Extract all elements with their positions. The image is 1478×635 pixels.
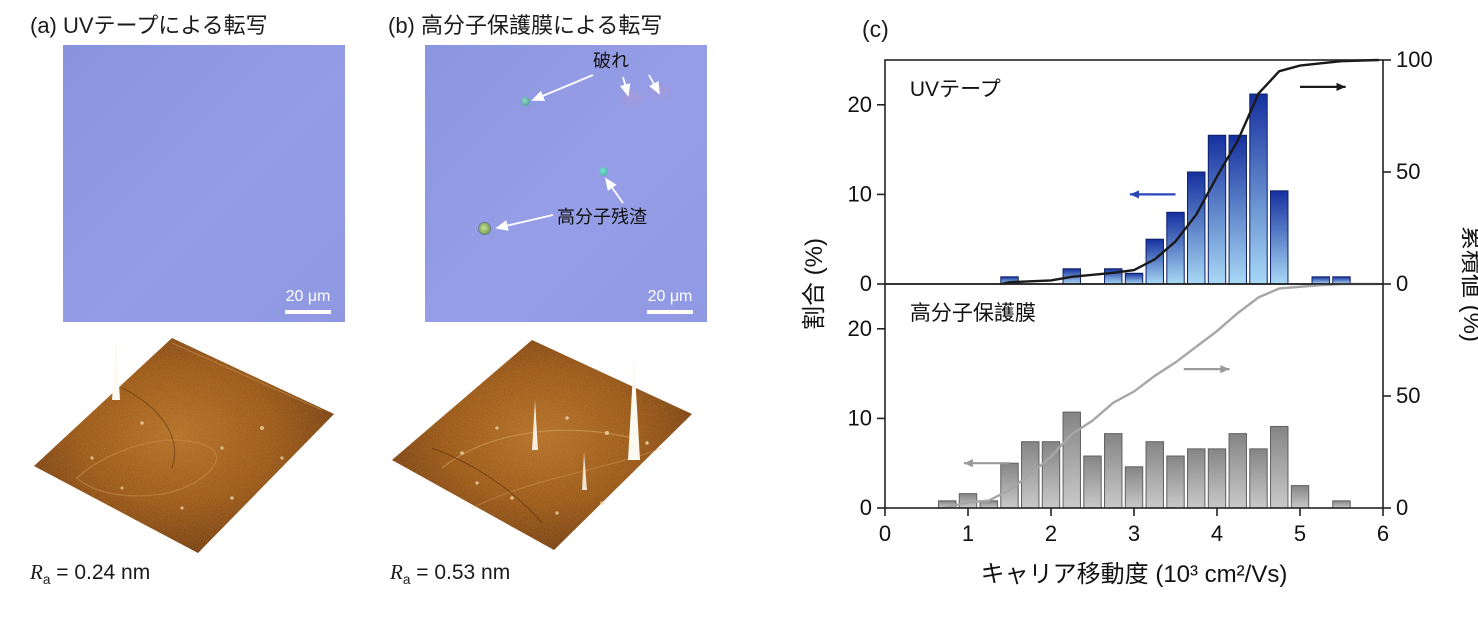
afm-spike bbox=[532, 400, 538, 450]
afm-surface-a bbox=[34, 336, 334, 553]
chart-panel-1: 0 10 20 0 50 高分子保護膜 bbox=[848, 282, 1420, 520]
x-tick-label: 2 bbox=[1045, 521, 1057, 546]
y-left-tick-label: 0 bbox=[860, 495, 872, 520]
histogram-bar bbox=[1270, 425, 1289, 509]
optical-micrograph-a: 20 μm bbox=[63, 45, 345, 322]
scale-bar-line bbox=[647, 310, 693, 314]
defect-dot-teal bbox=[521, 97, 530, 106]
histogram-bar bbox=[1207, 134, 1227, 285]
defect-dot-cyan bbox=[599, 167, 608, 176]
afm-spike bbox=[582, 452, 587, 490]
x-tick-label: 5 bbox=[1294, 521, 1306, 546]
afm-wrinkle bbox=[76, 439, 218, 497]
arrow-head bbox=[1129, 190, 1139, 199]
x-tick-label: 4 bbox=[1211, 521, 1223, 546]
y-right-tick-label: 0 bbox=[1396, 271, 1408, 296]
cumulative-line bbox=[1000, 58, 1379, 286]
y-left-tick-label: 10 bbox=[848, 181, 872, 206]
histogram-bar bbox=[1228, 433, 1247, 509]
scale-bar-label: 20 μm bbox=[647, 288, 693, 306]
afm-crack bbox=[121, 387, 176, 469]
histogram-bar bbox=[1062, 411, 1081, 509]
annotation-tear: 破れ bbox=[593, 51, 629, 71]
x-tick-label: 0 bbox=[879, 521, 891, 546]
y-left-tick-label: 10 bbox=[848, 405, 872, 430]
histogram-bar bbox=[1083, 455, 1102, 509]
arrow-head bbox=[963, 459, 973, 468]
white-arrows bbox=[495, 74, 660, 231]
annotation-residue: 高分子残渣 bbox=[557, 207, 647, 227]
x-tick-label: 3 bbox=[1128, 521, 1140, 546]
histogram-bar bbox=[1249, 448, 1268, 509]
histogram-bar bbox=[1124, 466, 1144, 509]
histogram-bar bbox=[1124, 272, 1144, 285]
histogram-bar bbox=[1187, 171, 1206, 285]
afm-wrinkle bbox=[471, 447, 663, 509]
panel-b-title: (b) 高分子保護膜による転写 bbox=[388, 13, 663, 38]
histogram-bar bbox=[1311, 276, 1330, 285]
optical-micrograph-b: 破れ 高分子残渣 20 μm bbox=[425, 45, 707, 322]
afm-image-a bbox=[34, 336, 334, 553]
histogram-bar bbox=[1249, 93, 1268, 285]
scale-bar-b: 20 μm bbox=[647, 288, 693, 314]
cumulative-line bbox=[942, 282, 1379, 510]
y-left-tick-label: 20 bbox=[848, 92, 872, 117]
histogram-bar bbox=[1104, 433, 1123, 509]
afm-image-b bbox=[392, 340, 692, 550]
afm-edge-highlight bbox=[171, 342, 323, 411]
scale-bar-a: 20 μm bbox=[285, 288, 331, 314]
histogram-bar bbox=[1332, 500, 1351, 509]
y-right-tick-label: 50 bbox=[1396, 159, 1420, 184]
afm-spike bbox=[628, 356, 640, 460]
y-left-tick-label: 0 bbox=[860, 271, 872, 296]
arrow-head bbox=[1220, 365, 1230, 374]
chart-panel-0: 0 10 20 0 50 100 UVテープ bbox=[848, 47, 1433, 296]
afm-crack bbox=[431, 447, 543, 524]
roughness-label-a: Ra = 0.24 nm bbox=[30, 560, 151, 588]
histogram-bar bbox=[1228, 134, 1247, 285]
y-right-tick-label: 50 bbox=[1396, 383, 1420, 408]
afm-surface-b bbox=[392, 340, 692, 550]
histogram-bar bbox=[1207, 448, 1227, 509]
panel-series-label: 高分子保護膜 bbox=[910, 302, 1036, 325]
roughness-label-b: Ra = 0.53 nm bbox=[390, 560, 511, 588]
y-left-tick-label: 20 bbox=[848, 316, 872, 341]
scale-bar-line bbox=[285, 310, 331, 314]
scale-bar-label: 20 μm bbox=[285, 288, 331, 306]
afm-bright-particles bbox=[460, 416, 649, 515]
panel-a-title: (a) UVテープによる転写 bbox=[30, 13, 268, 38]
arrow-head bbox=[1336, 82, 1346, 91]
panel-c-label: (c) bbox=[862, 16, 889, 42]
annotation-arrows bbox=[495, 74, 660, 231]
x-tick-label: 6 bbox=[1377, 521, 1389, 546]
histogram-bar bbox=[1145, 441, 1164, 509]
afm-bright-particles bbox=[90, 421, 284, 510]
y-right-axis-title: 累積値 (%) bbox=[1458, 226, 1478, 342]
y-right-tick-label: 0 bbox=[1396, 495, 1408, 520]
x-tick-label: 1 bbox=[962, 521, 974, 546]
histogram-bar bbox=[1166, 455, 1185, 509]
histogram-bar bbox=[1270, 190, 1289, 285]
y-left-axis-title: 割合 (%) bbox=[801, 238, 828, 330]
x-axis-title: キャリア移動度 (10³ cm²/Vs) bbox=[981, 561, 1288, 588]
histogram-bar bbox=[1187, 448, 1206, 509]
y-right-tick-label: 100 bbox=[1396, 47, 1433, 72]
mobility-histogram-chart: 0 10 20 0 50 100 UVテープ 0 10 20 0 50 高分子保護膜 0 1 2 3 4 5 6 キャリ… bbox=[801, 47, 1478, 588]
defect-residue-dot bbox=[479, 223, 490, 234]
histogram-bar bbox=[1290, 485, 1310, 509]
afm-spike bbox=[112, 336, 120, 400]
panel-series-label: UVテープ bbox=[910, 78, 1001, 101]
